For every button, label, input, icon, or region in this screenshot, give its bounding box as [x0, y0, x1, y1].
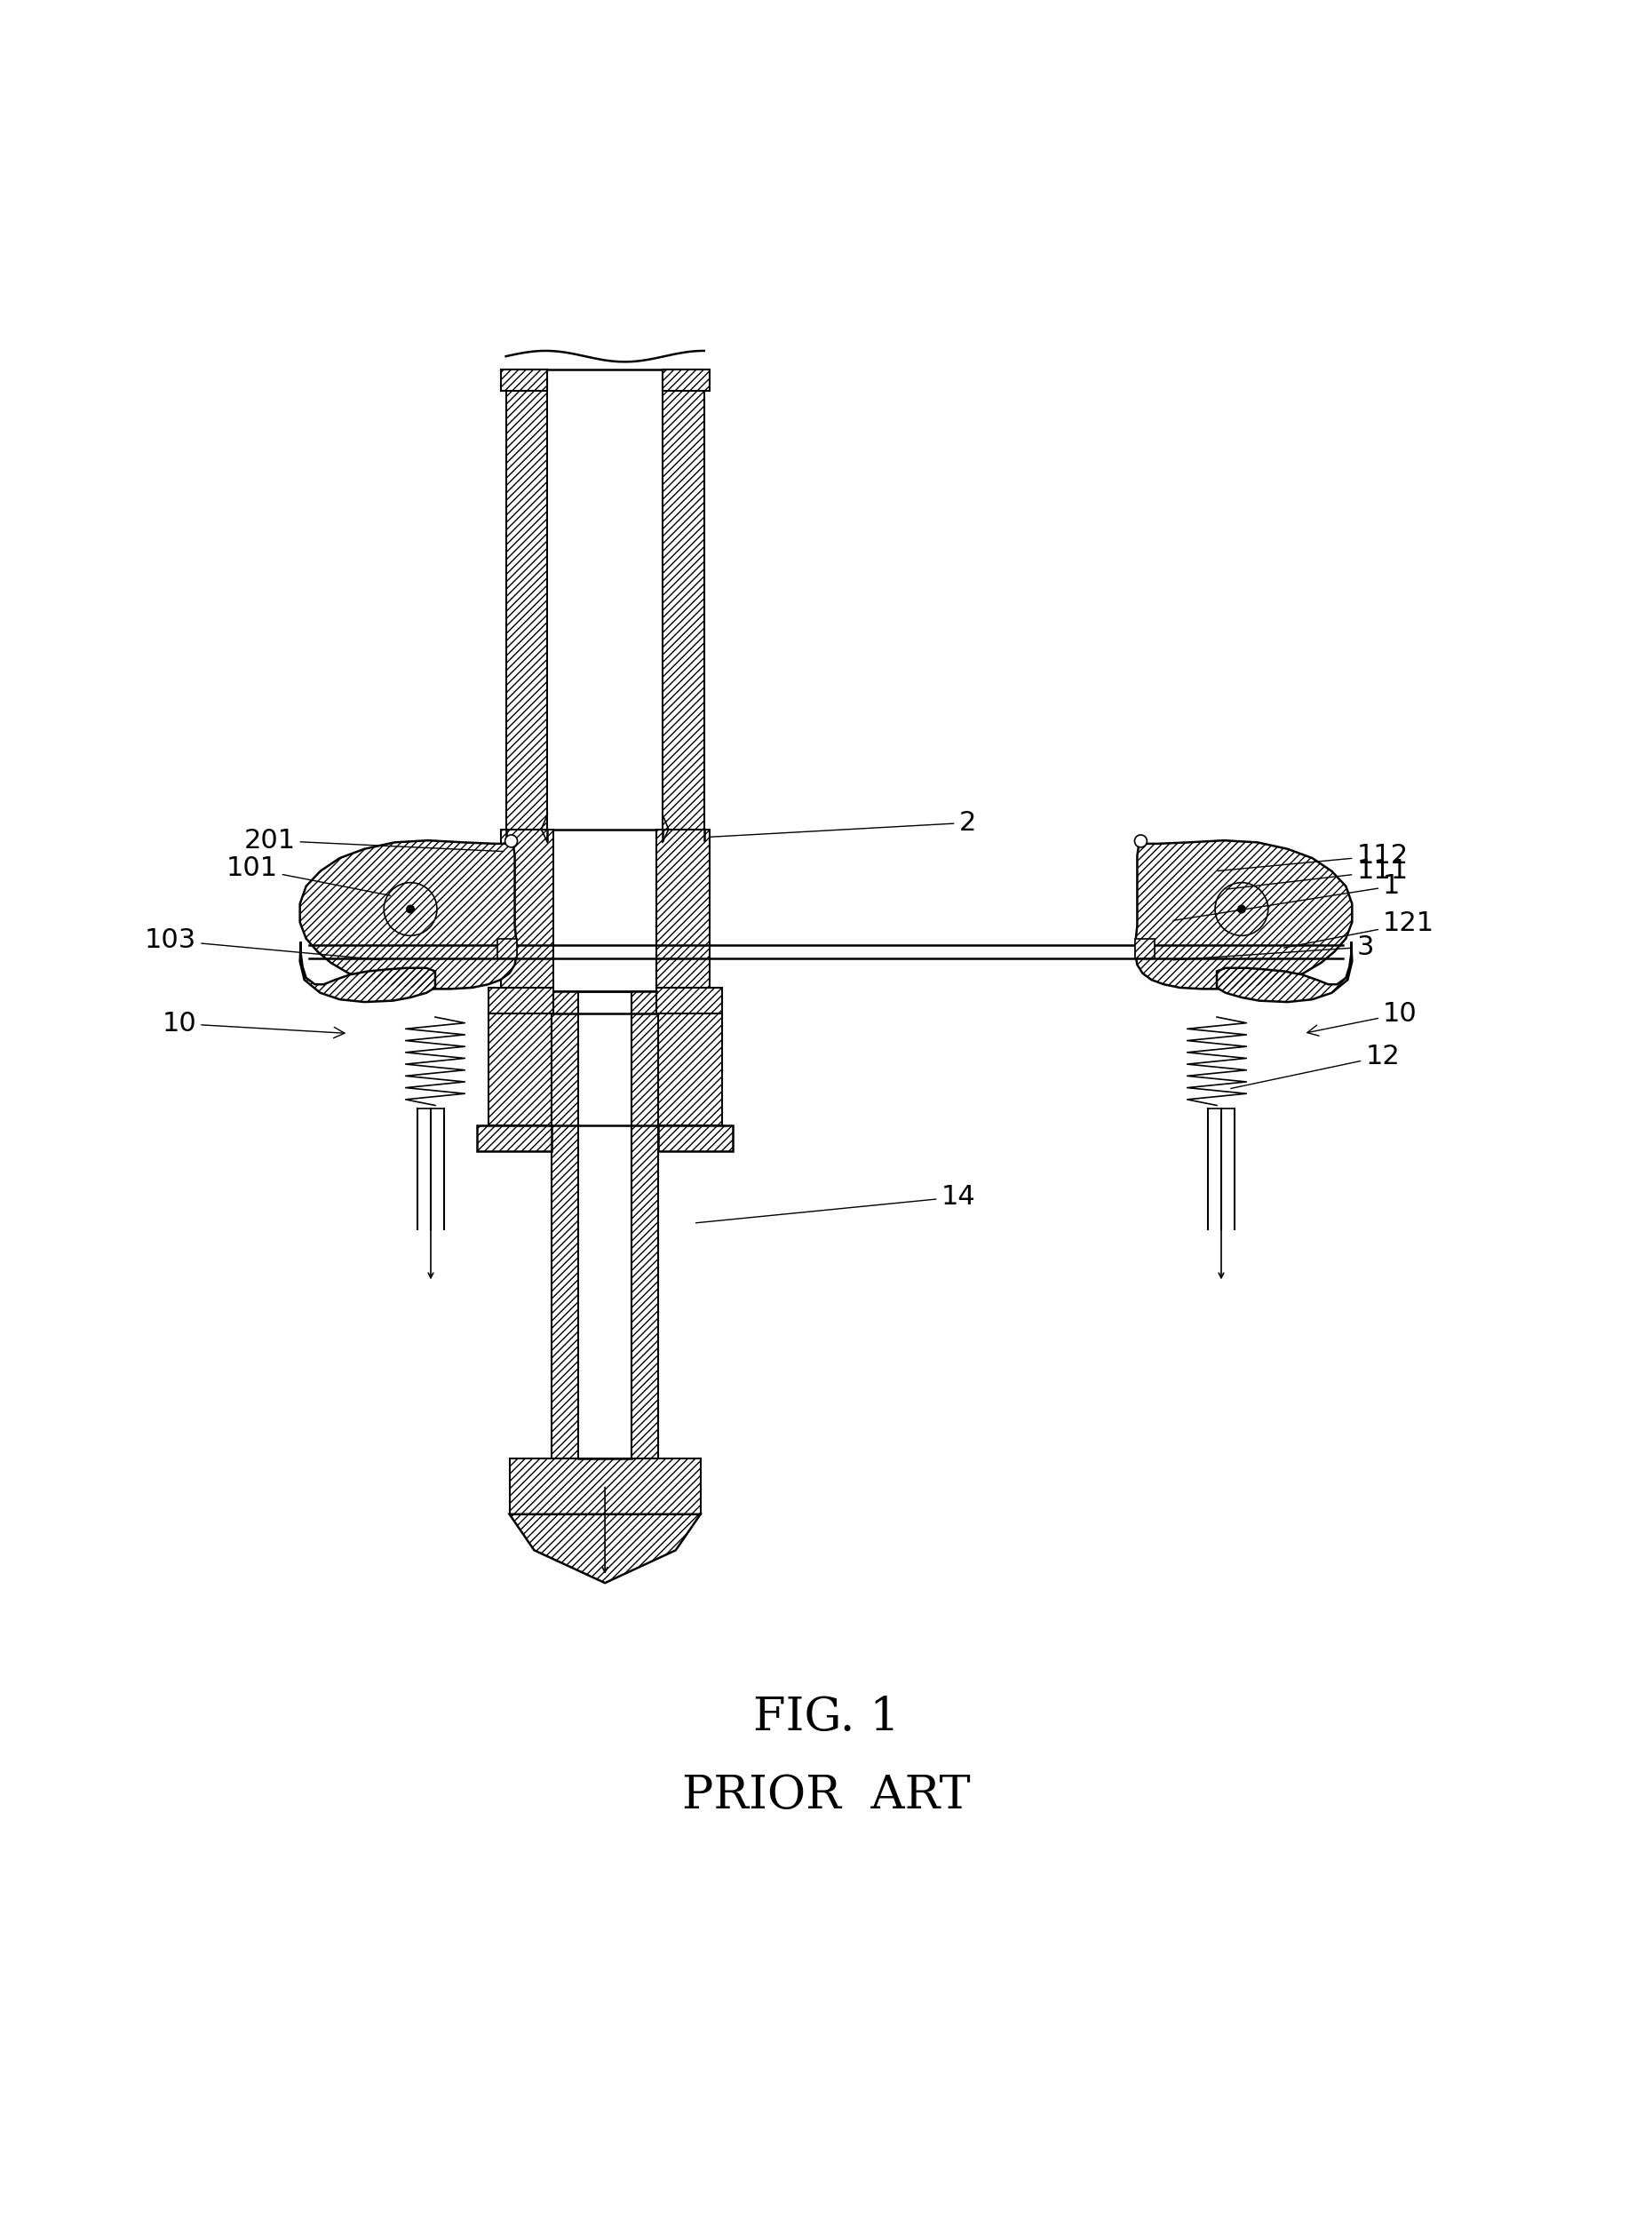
Circle shape — [383, 882, 438, 936]
Polygon shape — [509, 1514, 700, 1583]
Polygon shape — [301, 840, 517, 989]
Polygon shape — [477, 1125, 552, 1152]
Bar — [489, 1014, 552, 1125]
Bar — [631, 991, 657, 1458]
Bar — [497, 938, 517, 958]
Text: 10: 10 — [1307, 1000, 1417, 1036]
Text: 101: 101 — [226, 855, 390, 895]
Bar — [501, 828, 553, 991]
Text: 14: 14 — [695, 1183, 975, 1224]
Bar — [489, 1014, 552, 1125]
Bar — [662, 368, 709, 391]
Bar — [552, 991, 578, 1458]
Text: FIG. 1: FIG. 1 — [753, 1695, 899, 1740]
Bar — [657, 1014, 722, 1125]
Text: 201: 201 — [244, 828, 504, 853]
Bar — [656, 987, 722, 1014]
Bar — [501, 828, 553, 991]
Bar — [1135, 938, 1155, 958]
Text: PRIOR  ART: PRIOR ART — [682, 1773, 970, 1818]
Bar — [489, 987, 553, 1014]
Bar — [509, 1458, 700, 1514]
Text: 2: 2 — [709, 811, 976, 837]
Text: 103: 103 — [145, 927, 382, 960]
Bar — [506, 368, 547, 828]
Text: 112: 112 — [1218, 842, 1408, 871]
Circle shape — [1135, 835, 1146, 846]
Bar — [509, 1458, 700, 1514]
Text: 3: 3 — [1173, 933, 1374, 960]
Circle shape — [506, 835, 517, 846]
Bar — [662, 368, 704, 828]
Text: 111: 111 — [1226, 857, 1408, 889]
Circle shape — [1237, 904, 1246, 913]
Polygon shape — [1218, 942, 1351, 1003]
Bar — [552, 991, 578, 1458]
Bar — [657, 1014, 722, 1125]
Bar — [501, 368, 547, 391]
Text: 1: 1 — [1173, 873, 1401, 920]
Polygon shape — [301, 942, 434, 1003]
Bar — [1135, 938, 1155, 958]
Bar — [656, 828, 709, 991]
Text: 121: 121 — [1284, 911, 1434, 947]
Bar — [656, 828, 709, 991]
Bar — [662, 368, 709, 391]
Polygon shape — [1135, 840, 1351, 989]
Bar — [489, 987, 553, 1014]
Bar — [631, 991, 657, 1458]
Bar — [501, 368, 547, 391]
Text: 12: 12 — [1231, 1043, 1399, 1087]
Bar — [656, 987, 722, 1014]
Circle shape — [1214, 882, 1269, 936]
Circle shape — [406, 904, 415, 913]
Bar — [662, 368, 704, 828]
Bar — [506, 368, 547, 828]
Bar — [497, 938, 517, 958]
Text: 10: 10 — [162, 1012, 345, 1038]
Polygon shape — [657, 1125, 733, 1152]
